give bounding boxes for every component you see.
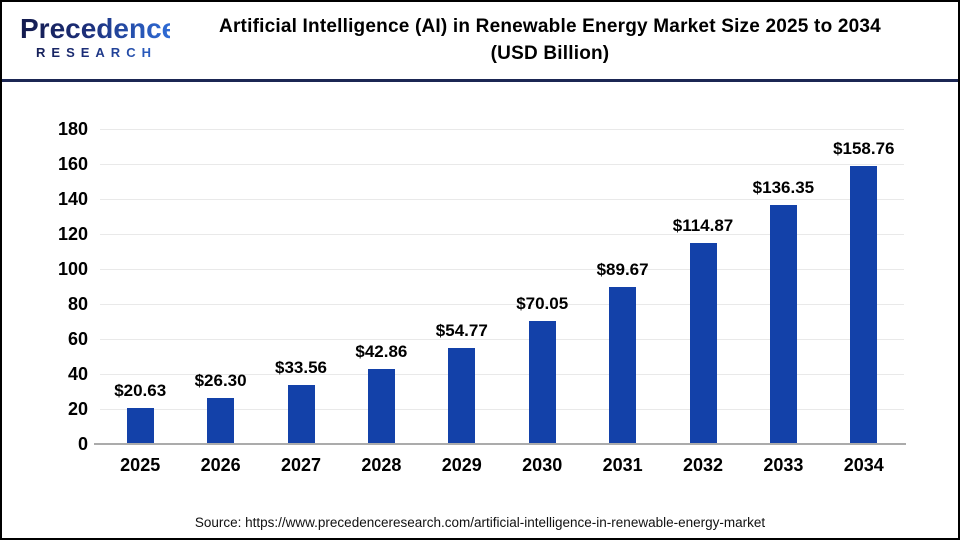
y-tick-label-0: 0: [77, 434, 88, 454]
bar-2032: [689, 242, 717, 444]
bar-value-label-2028: $42.86: [355, 342, 408, 361]
gridline-40: [100, 374, 904, 375]
x-tick-label-2028: 2028: [361, 455, 402, 475]
y-tick-label-140: 140: [57, 189, 88, 209]
bar-value-label-2029: $54.77: [435, 321, 488, 341]
x-tick-label-2030: 2030: [522, 455, 563, 475]
gridline-160: [100, 164, 904, 165]
x-tick-label-2034: 2034: [843, 455, 884, 475]
bar-value-label-2031: $89.67: [596, 260, 649, 280]
bar-2031: [609, 287, 637, 444]
logo-subtext: RESEARCH: [20, 45, 170, 60]
bar-2027: [287, 385, 315, 444]
x-tick-label-2026: 2026: [200, 455, 241, 475]
gridline-20: [100, 409, 904, 410]
header: Precedence RESEARCH Artificial Intellige…: [2, 2, 958, 82]
y-tick-label-60: 60: [67, 329, 88, 349]
gridline-100: [100, 269, 904, 270]
x-tick-label-2032: 2032: [682, 455, 724, 475]
gridline-80: [100, 304, 904, 305]
x-tick-label-2031: 2031: [602, 455, 643, 475]
y-tick-label-180: 180: [57, 119, 88, 139]
y-tick-label-80: 80: [67, 294, 88, 314]
x-tick-label-2029: 2029: [441, 455, 482, 475]
x-tick-label-2025: 2025: [120, 455, 161, 475]
y-tick-label-20: 20: [67, 399, 88, 419]
bar-2033: [769, 205, 797, 444]
bar-2034: [850, 166, 878, 444]
bar-value-label-2027: $33.56: [274, 358, 327, 378]
bar-value-label-2026: $26.30: [194, 370, 247, 390]
y-tick-label-160: 160: [57, 154, 88, 174]
bar-2028: [367, 369, 395, 444]
chart-title-line1: Artificial Intelligence (AI) in Renewabl…: [219, 16, 881, 37]
x-axis-line: [94, 443, 906, 445]
gridline-60: [100, 339, 904, 340]
chart-title: Artificial Intelligence (AI) in Renewabl…: [152, 13, 948, 67]
y-tick-label-120: 120: [57, 224, 88, 244]
bar-2025: [126, 407, 154, 444]
bar-value-label-2033: $136.35: [752, 178, 815, 198]
x-tick-label-2027: 2027: [280, 455, 322, 475]
x-axis-labels: 2025 2026 2027 2028 2029 2030 2031 2032 2033 2034: [100, 455, 904, 479]
source-attribution: Source: https://www.precedenceresearch.c…: [194, 515, 766, 530]
precedence-research-logo: Precedence RESEARCH: [20, 13, 178, 61]
bar-value-label-2030: $70.05: [516, 294, 569, 314]
bar-2026: [207, 397, 235, 444]
gridline-180: [100, 129, 904, 130]
bar-value-label-2034: $158.76: [833, 139, 895, 159]
plot-area: $20.63 $26.30 $33.56 $42.86 $54.77 $70.05 $89.…: [94, 129, 906, 445]
y-tick-label-100: 100: [57, 259, 88, 279]
gridline-120: [100, 234, 904, 235]
bar-2029: [448, 348, 476, 444]
x-tick-label-2033: 2033: [763, 455, 804, 475]
logo-wordmark: Precedence: [20, 13, 178, 44]
y-axis-labels: 0 20 40 60 80 100 120 140 160 180: [2, 119, 88, 454]
y-tick-label-40: 40: [67, 364, 88, 384]
bar-value-label-2032: $114.87: [672, 215, 734, 235]
chart-title-line2: (USD Billion): [490, 43, 610, 64]
bar-value-label-2025: $20.63: [114, 380, 167, 400]
bar-chart: 0 20 40 60 80 100 120 140 160 180 $20.63 $26.30 $33…: [2, 85, 958, 498]
gridline-140: [100, 199, 904, 200]
bar-2030: [528, 321, 556, 444]
